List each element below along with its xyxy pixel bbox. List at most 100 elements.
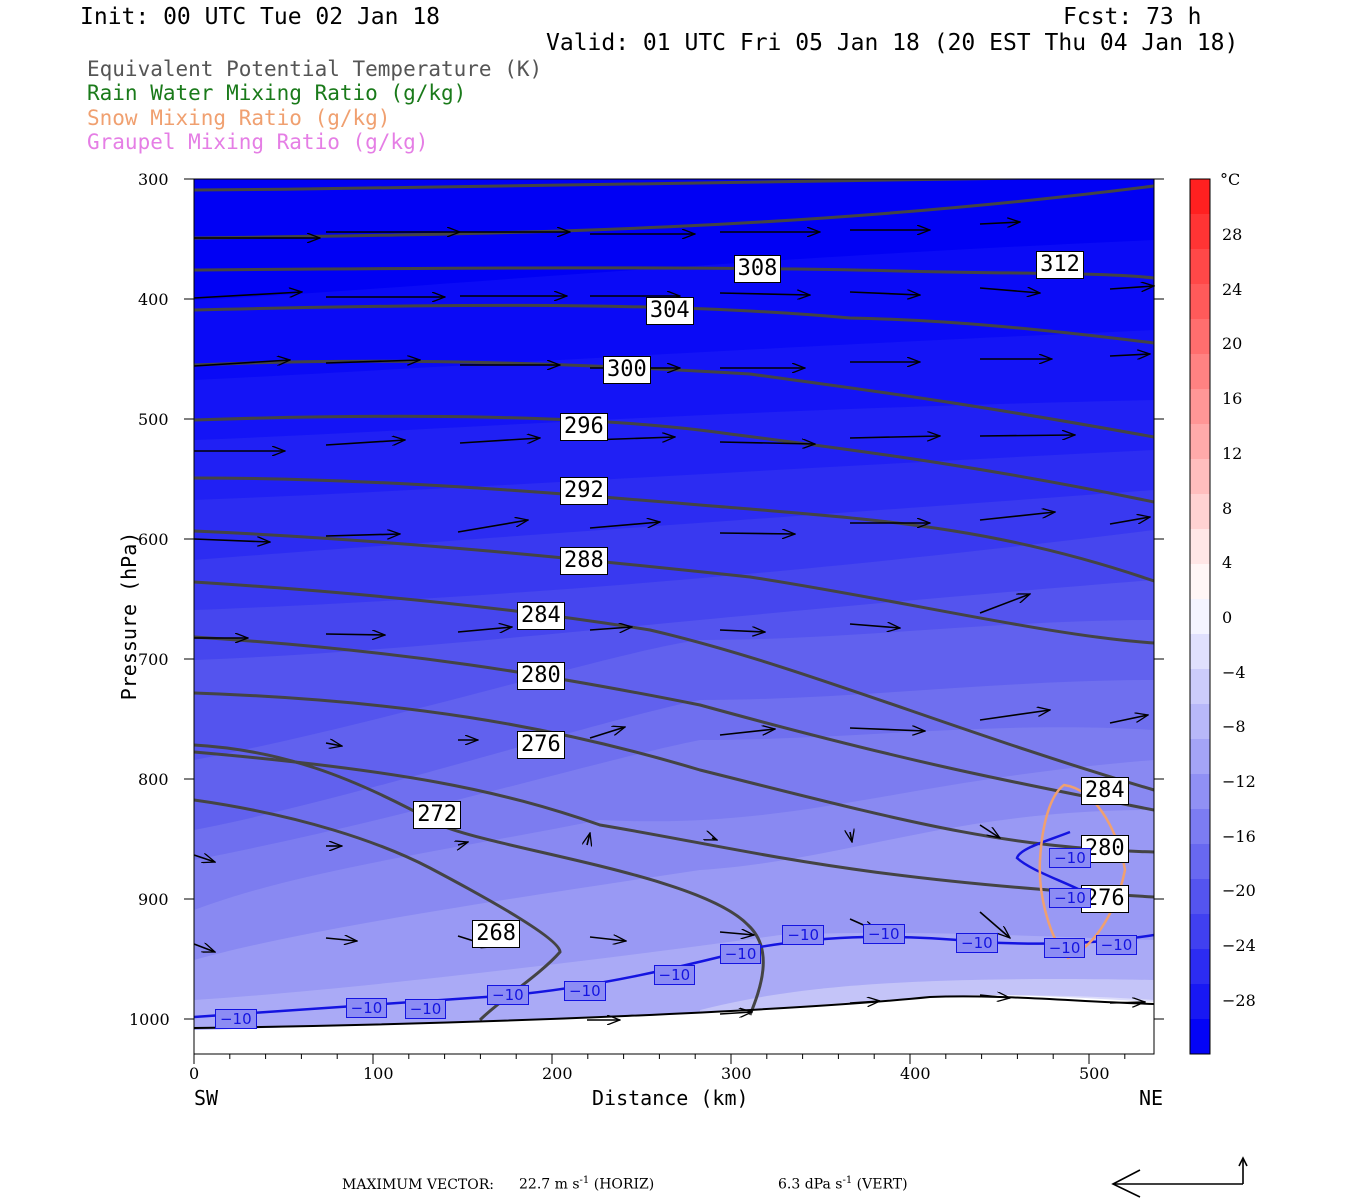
colorbar-label: −8 — [1222, 717, 1246, 737]
colorbar-segment — [1190, 494, 1210, 530]
colorbar-segment — [1190, 214, 1210, 250]
temperature-colorbar — [1189, 178, 1211, 1055]
colorbar-label: −24 — [1222, 936, 1256, 956]
colorbar-segment — [1190, 879, 1210, 915]
vert-value: 6.3 dPa s — [778, 1176, 843, 1193]
theta-e-label: 296 — [560, 413, 608, 442]
y-tick-500: 500 — [138, 410, 169, 429]
isotherm-label: −10 — [719, 944, 762, 965]
y-tick-400: 400 — [138, 290, 169, 309]
colorbar-segment — [1190, 1019, 1210, 1055]
isotherm-label: −10 — [564, 981, 606, 1002]
colorbar-label: 8 — [1222, 498, 1233, 518]
y-tick-300: 300 — [138, 170, 169, 189]
isotherm-label: −10 — [214, 1009, 257, 1029]
colorbar-label: 12 — [1222, 443, 1243, 463]
surface-line — [193, 995, 1155, 1029]
colorbar-segment — [1190, 459, 1210, 495]
colorbar-segment — [1190, 739, 1210, 775]
isotherm-label: −10 — [1049, 848, 1091, 869]
theta-e-label: 288 — [560, 546, 608, 575]
colorbar-segment — [1190, 669, 1210, 705]
y-tick-900: 900 — [138, 890, 169, 909]
theta-e-label: 308 — [733, 255, 782, 283]
x-tick-300: 300 — [721, 1064, 752, 1083]
theta-e-label: 276 — [517, 731, 565, 760]
x-right-label: NE — [1139, 1086, 1164, 1110]
colorbar-label: 4 — [1222, 553, 1233, 573]
horiz-tag: (HORIZ) — [593, 1176, 655, 1193]
theta-e-label: 280 — [517, 661, 565, 690]
colorbar-segment — [1190, 354, 1210, 390]
theta-e-label: 304 — [645, 297, 694, 325]
colorbar-label: 0 — [1222, 607, 1233, 627]
colorbar-label: 20 — [1222, 334, 1243, 354]
isotherm-label: −10 — [487, 985, 529, 1005]
colorbar-label: 16 — [1222, 389, 1243, 409]
x-tick-200: 200 — [542, 1064, 573, 1083]
y-tick-800: 800 — [138, 770, 169, 789]
colorbar-label: −16 — [1222, 826, 1256, 846]
colorbar-frame — [1189, 178, 1211, 1055]
x-tick-500: 500 — [1079, 1064, 1110, 1083]
colorbar-label: 28 — [1222, 225, 1243, 244]
isotherm-label: −10 — [956, 933, 998, 954]
y-tick-700: 700 — [138, 650, 169, 669]
colorbar-segment — [1190, 984, 1210, 1020]
plot-frame — [193, 178, 1155, 1055]
init-time: Init: 00 UTC Tue 02 Jan 18 — [80, 4, 441, 30]
colorbar-unit: °C — [1220, 170, 1241, 189]
x-axis-ticks — [193, 1054, 1126, 1064]
legend-theta-e: Equivalent Potential Temperature (K) — [87, 57, 543, 81]
y-axis-ticks — [184, 178, 1164, 1020]
isotherm-label: −10 — [345, 998, 388, 1019]
colorbar-label: −12 — [1222, 772, 1256, 791]
colorbar-segment — [1190, 564, 1210, 600]
y-axis-title: Pressure (hPa) — [117, 531, 141, 701]
colorbar-segment — [1190, 704, 1210, 740]
isotherm-label: −10 — [862, 923, 905, 944]
isotherm-label: −10 — [1095, 934, 1138, 955]
legend-snow: Snow Mixing Ratio (g/kg) — [87, 106, 391, 130]
isotherm-label: −10 — [1049, 887, 1091, 908]
colorbar-segment — [1190, 424, 1210, 460]
max-vector-label: MAXIMUM VECTOR: — [342, 1177, 494, 1193]
legend-graupel: Graupel Mixing Ratio (g/kg) — [87, 130, 429, 154]
isotherm-label: −10 — [653, 964, 696, 985]
colorbar-segment — [1190, 774, 1210, 810]
horiz-exponent: -1 — [579, 1175, 590, 1186]
y-tick-600: 600 — [138, 530, 169, 549]
isotherm-label: −10 — [404, 999, 447, 1020]
colorbar-segment — [1190, 809, 1210, 845]
colorbar-label: −20 — [1222, 881, 1256, 901]
theta-e-label: 284 — [517, 601, 565, 630]
colorbar-segment — [1190, 249, 1210, 285]
colorbar-segment — [1190, 319, 1210, 355]
isotherm-label: −10 — [1043, 938, 1086, 959]
colorbar-segment — [1190, 634, 1210, 670]
x-tick-100: 100 — [363, 1064, 394, 1083]
theta-e-label: 284 — [1080, 777, 1129, 805]
x-tick-400: 400 — [900, 1064, 931, 1083]
wind-vectors — [193, 222, 1154, 1020]
max-vector-horiz: 22.7 m s-1 (HORIZ) — [519, 1175, 654, 1193]
theta-e-contours — [194, 179, 1154, 1022]
colorbar-label: −28 — [1222, 990, 1256, 1010]
colorbar-segment — [1190, 389, 1210, 425]
colorbar-segment — [1190, 914, 1210, 950]
theta-e-label: 312 — [1036, 251, 1084, 280]
valid-time: Valid: 01 UTC Fri 05 Jan 18 (20 EST Thu … — [546, 30, 1239, 56]
colorbar-label: 24 — [1222, 279, 1243, 299]
vert-exponent: -1 — [842, 1175, 853, 1186]
colorbar-segment — [1190, 599, 1210, 635]
theta-e-label: 292 — [560, 477, 608, 505]
legend-rain-water: Rain Water Mixing Ratio (g/kg) — [87, 81, 467, 105]
colorbar-segment — [1190, 949, 1210, 985]
x-left-label: SW — [194, 1086, 219, 1110]
vert-tag: (VERT) — [856, 1176, 908, 1193]
colorbar-segment — [1190, 844, 1210, 880]
theta-e-label: 272 — [413, 801, 461, 829]
isotherm-label: −10 — [782, 925, 825, 945]
temperature-fill — [194, 179, 1154, 1054]
